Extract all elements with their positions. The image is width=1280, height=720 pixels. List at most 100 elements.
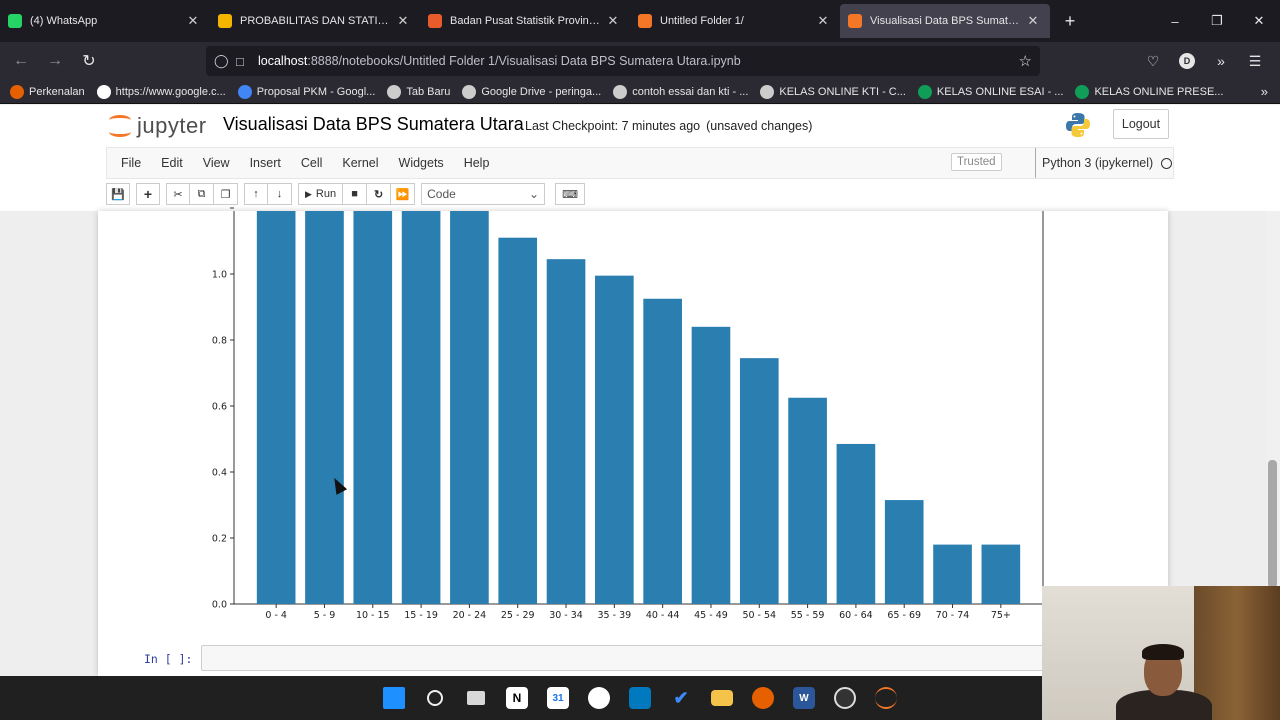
checkpoint-status: Last Checkpoint: 7 minutes ago (unsaved c…	[525, 119, 812, 133]
jupyter-taskbar-icon[interactable]	[866, 676, 907, 720]
reload-icon[interactable]: ↻	[82, 53, 96, 70]
bookmark-item[interactable]: contoh essai dan kti - ...	[613, 84, 749, 99]
page-info-icon[interactable]: □	[236, 53, 244, 69]
browser-tab[interactable]: (4) WhatsApp ✕	[0, 0, 210, 42]
hamburger-menu-icon[interactable]: ☰	[1248, 52, 1262, 69]
move-up-icon[interactable]: ↑	[244, 183, 268, 205]
menu-insert[interactable]: Insert	[249, 156, 281, 170]
cell-type-value: Code	[427, 187, 456, 201]
chevron-down-icon: ⌄	[529, 187, 540, 201]
bookmark-item[interactable]: KELAS ONLINE KTI - C...	[760, 84, 906, 99]
browser-tab[interactable]: Badan Pusat Statistik Provinsi S ✕	[420, 0, 630, 42]
menu-file[interactable]: File	[121, 156, 142, 170]
browser-tab[interactable]: Untitled Folder 1/ ✕	[630, 0, 840, 42]
cut-icon[interactable]: ✂	[166, 183, 190, 205]
word-icon[interactable]: W	[784, 676, 825, 720]
trello-icon[interactable]	[620, 676, 661, 720]
url-path: :8888/notebooks/Untitled Folder 1/Visual…	[307, 54, 741, 68]
bookmark-item[interactable]: KELAS ONLINE ESAI - ...	[917, 84, 1063, 99]
tab-title: Untitled Folder 1/	[660, 15, 744, 27]
bookmark-item[interactable]: Tab Baru	[387, 84, 450, 99]
bookmark-label: contoh essai dan kti - ...	[632, 85, 749, 98]
bookmark-item[interactable]: Google Drive - peringa...	[462, 84, 601, 99]
jupyter-icon	[638, 14, 652, 28]
obs-icon[interactable]	[825, 676, 866, 720]
close-tab-icon[interactable]: ✕	[397, 13, 409, 28]
profile-avatar[interactable]: D	[1179, 53, 1195, 69]
move-down-icon[interactable]: ↓	[268, 183, 292, 205]
last-checkpoint: Last Checkpoint: 7 minutes ago	[525, 119, 701, 133]
browser-tab[interactable]: Visualisasi Data BPS Sumatera U ✕	[840, 4, 1050, 38]
trusted-badge[interactable]: Trusted	[951, 153, 1002, 171]
close-tab-icon[interactable]: ✕	[187, 13, 199, 28]
menu-help[interactable]: Help	[463, 156, 490, 170]
kernel-indicator[interactable]: Python 3 (ipykernel)	[1035, 148, 1173, 178]
drive-icon	[917, 84, 932, 99]
paste-icon[interactable]: ❐	[214, 183, 238, 205]
menu-kernel[interactable]: Kernel	[342, 156, 379, 170]
forward-arrow-icon[interactable]: →	[47, 52, 63, 69]
cell-type-select[interactable]: Code ⌄	[421, 183, 546, 205]
menu-cell[interactable]: Cell	[300, 156, 323, 170]
webcam-overlay	[1042, 586, 1280, 720]
bookmark-item[interactable]: https://www.google.c...	[96, 84, 226, 99]
bookmarks-bar: Perkenalan https://www.google.c... Proposa…	[0, 80, 1280, 104]
insert-cell-icon[interactable]: +	[136, 183, 160, 205]
keyboard-icon[interactable]: ⌨	[555, 183, 586, 205]
bookmarks-overflow-icon[interactable]: »	[1260, 84, 1268, 99]
globe-icon	[760, 84, 775, 99]
bookmark-star-icon[interactable]: ☆	[1018, 53, 1032, 70]
calendar-icon[interactable]: 31	[538, 676, 579, 720]
notebook-name[interactable]: Visualisasi Data BPS Sumatera Utara	[223, 114, 524, 134]
drive-icon	[1075, 84, 1090, 99]
jupyter-logo[interactable]: jupyter	[108, 113, 207, 139]
kernel-name: Python 3 (ipykernel)	[1042, 156, 1154, 170]
scrollbar-thumb[interactable]	[1268, 460, 1277, 588]
task-view-icon[interactable]	[456, 676, 497, 720]
kernel-idle-icon	[1161, 157, 1173, 169]
run-button[interactable]: ▶ Run	[298, 183, 344, 205]
window-controls: – ❐ ✕	[1154, 0, 1280, 42]
todo-icon[interactable]: ✔	[673, 687, 689, 708]
bookmark-item[interactable]: Perkenalan	[10, 84, 85, 99]
firefox-taskbar-icon[interactable]	[743, 676, 784, 720]
browser-tab[interactable]: PROBABILITAS DAN STATISTIK K✕	[210, 0, 420, 42]
bookmark-item[interactable]: Proposal PKM - Googl...	[237, 84, 375, 99]
close-tab-icon[interactable]: ✕	[607, 13, 619, 28]
copy-icon[interactable]: ⧉	[190, 183, 214, 205]
close-window-icon[interactable]: ✕	[1253, 13, 1265, 28]
url-host: localhost	[258, 54, 308, 68]
search-icon[interactable]	[415, 676, 456, 720]
extensions-overflow-icon[interactable]: »	[1217, 53, 1225, 69]
pocket-icon[interactable]: ♡	[1146, 52, 1160, 69]
save-icon[interactable]: 💾	[106, 183, 130, 205]
notion-icon[interactable]: N	[497, 676, 538, 720]
menu-edit[interactable]: Edit	[161, 156, 183, 170]
notebook-menubar: File Edit View Insert Cell Kernel Widgets Help T…	[106, 147, 1174, 179]
logout-button[interactable]: Logout	[1113, 109, 1169, 139]
cell-prompt: In [ ]:	[144, 652, 193, 666]
empty-code-cell[interactable]	[201, 645, 1046, 671]
notebook-icon	[848, 14, 862, 28]
browser-nav-bar: ← → ↻ ◯ □ localhost:8888/notebooks/Untit…	[0, 42, 1280, 80]
fast-forward-icon[interactable]: ⏩	[391, 183, 416, 205]
jupyter-mark-icon	[108, 113, 132, 139]
shield-icon[interactable]: ◯	[214, 53, 229, 68]
menu-widgets[interactable]: Widgets	[398, 156, 444, 170]
close-tab-icon[interactable]: ✕	[817, 13, 829, 28]
restore-icon[interactable]: ❐	[1211, 13, 1223, 28]
tab-title: Badan Pusat Statistik Provinsi S	[450, 15, 604, 27]
address-bar[interactable]: ◯ □ localhost:8888/notebooks/Untitled Fo…	[206, 46, 1040, 76]
back-arrow-icon[interactable]: ←	[13, 52, 29, 69]
file-explorer-icon[interactable]	[702, 676, 743, 720]
restart-icon[interactable]: ↻	[367, 183, 392, 205]
globe-icon	[613, 84, 628, 99]
new-tab-icon[interactable]: +	[1064, 10, 1076, 31]
windows-start-icon[interactable]	[374, 676, 415, 720]
bookmark-item[interactable]: KELAS ONLINE PRESE...	[1075, 84, 1223, 99]
close-tab-icon[interactable]: ✕	[1027, 13, 1039, 28]
menu-view[interactable]: View	[202, 156, 230, 170]
minimize-icon[interactable]: –	[1171, 13, 1179, 29]
edge-icon[interactable]	[579, 676, 620, 720]
stop-icon[interactable]: ■	[343, 183, 368, 205]
